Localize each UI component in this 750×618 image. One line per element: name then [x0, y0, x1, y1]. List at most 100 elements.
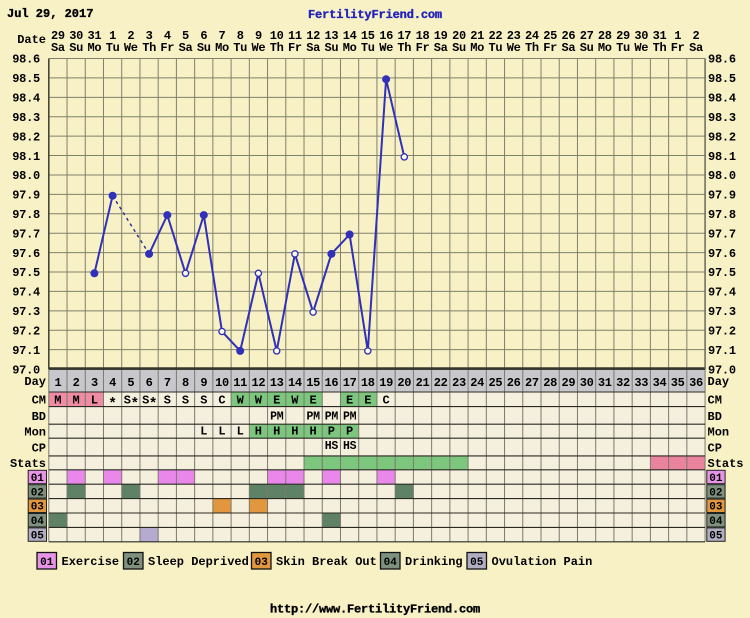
svg-text:29: 29 — [561, 376, 575, 390]
svg-text:1: 1 — [54, 376, 61, 390]
svg-text:03: 03 — [709, 502, 723, 514]
svg-text:33: 33 — [634, 376, 648, 390]
svg-text:E: E — [273, 394, 280, 408]
svg-text:P: P — [328, 425, 335, 439]
svg-text:11: 11 — [288, 29, 302, 43]
svg-text:25: 25 — [488, 376, 502, 390]
svg-text:1: 1 — [674, 29, 681, 43]
svg-text:Sleep Deprived: Sleep Deprived — [148, 555, 249, 569]
svg-text:Exercise: Exercise — [62, 555, 120, 569]
svg-text:97.5: 97.5 — [708, 266, 736, 280]
svg-text:4: 4 — [109, 376, 116, 390]
svg-text:98.4: 98.4 — [708, 92, 736, 106]
svg-text:Fr: Fr — [671, 41, 685, 55]
svg-text:97.2: 97.2 — [12, 324, 40, 338]
svg-text:W: W — [291, 394, 299, 408]
svg-text:Day: Day — [24, 375, 46, 389]
svg-text:98.2: 98.2 — [12, 130, 40, 144]
svg-text:PM: PM — [306, 411, 320, 424]
svg-text:We: We — [379, 41, 393, 55]
svg-text:2: 2 — [127, 29, 134, 43]
svg-text:04: 04 — [709, 516, 723, 528]
svg-text:Stats: Stats — [708, 457, 744, 471]
svg-text:H: H — [291, 425, 298, 439]
svg-text:27: 27 — [525, 376, 539, 390]
svg-text:22: 22 — [434, 376, 448, 390]
svg-text:Sa: Sa — [179, 41, 193, 55]
svg-text:26: 26 — [561, 29, 575, 43]
svg-text:01: 01 — [40, 557, 54, 569]
svg-text:*: * — [149, 397, 158, 413]
svg-text:03: 03 — [255, 557, 269, 569]
svg-text:L: L — [237, 425, 244, 439]
svg-text:W: W — [237, 394, 245, 408]
svg-text:31: 31 — [653, 29, 667, 43]
svg-text:97.8: 97.8 — [12, 208, 40, 222]
svg-text:We: We — [124, 41, 138, 55]
svg-text:PM: PM — [325, 411, 339, 424]
svg-text:30: 30 — [580, 376, 594, 390]
svg-text:Tu: Tu — [616, 41, 630, 55]
svg-text:Tu: Tu — [361, 41, 375, 55]
svg-text:Ovulation Pain: Ovulation Pain — [492, 555, 593, 569]
svg-text:5: 5 — [182, 29, 189, 43]
svg-text:Fr: Fr — [416, 41, 430, 55]
svg-text:34: 34 — [653, 376, 667, 390]
svg-text:97.1: 97.1 — [12, 344, 40, 358]
svg-text:9: 9 — [200, 376, 207, 390]
svg-text:21: 21 — [470, 29, 484, 43]
svg-text:Tu: Tu — [488, 41, 502, 55]
svg-text:04: 04 — [384, 557, 398, 569]
svg-text:7: 7 — [164, 376, 171, 390]
svg-text:10: 10 — [215, 376, 229, 390]
svg-text:Tu: Tu — [106, 41, 120, 55]
svg-text:35: 35 — [671, 376, 685, 390]
svg-text:14: 14 — [288, 376, 302, 390]
svg-text:BD: BD — [708, 410, 722, 424]
svg-text:98.0: 98.0 — [708, 169, 736, 183]
svg-text:Mo: Mo — [343, 41, 357, 55]
svg-text:26: 26 — [507, 376, 521, 390]
svg-text:98.6: 98.6 — [12, 53, 40, 67]
svg-text:CM: CM — [32, 394, 46, 408]
svg-text:Mon: Mon — [24, 426, 46, 440]
svg-text:29: 29 — [616, 29, 630, 43]
svg-text:http://www.FertilityFriend.com: http://www.FertilityFriend.com — [270, 603, 480, 617]
svg-text:05: 05 — [31, 531, 45, 543]
svg-text:S: S — [142, 393, 149, 407]
svg-text:12: 12 — [306, 29, 320, 43]
svg-text:Sa: Sa — [306, 41, 320, 55]
svg-text:We: We — [251, 41, 265, 55]
svg-text:28: 28 — [598, 29, 612, 43]
svg-text:Jul 29, 2017: Jul 29, 2017 — [7, 7, 93, 21]
svg-text:Th: Th — [270, 41, 284, 55]
svg-text:E: E — [309, 394, 316, 408]
svg-text:02: 02 — [127, 557, 140, 569]
svg-text:Tu: Tu — [233, 41, 247, 55]
svg-text:02: 02 — [709, 487, 722, 499]
svg-text:19: 19 — [379, 376, 393, 390]
svg-text:Sa: Sa — [689, 41, 703, 55]
svg-text:01: 01 — [31, 473, 45, 485]
svg-text:Th: Th — [653, 41, 667, 55]
svg-text:L: L — [200, 425, 207, 439]
svg-text:97.6: 97.6 — [708, 247, 736, 261]
svg-text:17: 17 — [343, 376, 357, 390]
svg-text:98.3: 98.3 — [12, 111, 40, 125]
svg-text:27: 27 — [580, 29, 594, 43]
svg-text:M: M — [72, 394, 79, 408]
svg-text:Skin Break Out: Skin Break Out — [276, 555, 377, 569]
svg-text:PM: PM — [343, 411, 357, 424]
svg-text:11: 11 — [233, 376, 247, 390]
svg-text:2: 2 — [73, 376, 80, 390]
svg-text:98.6: 98.6 — [708, 53, 736, 67]
svg-text:Sa: Sa — [561, 41, 575, 55]
svg-text:98.0: 98.0 — [12, 169, 40, 183]
svg-text:16: 16 — [324, 376, 338, 390]
svg-text:18: 18 — [361, 376, 375, 390]
svg-text:3: 3 — [91, 376, 98, 390]
svg-text:Fr: Fr — [543, 41, 557, 55]
svg-text:18: 18 — [416, 29, 430, 43]
svg-text:97.9: 97.9 — [708, 189, 736, 203]
svg-text:97.4: 97.4 — [12, 286, 40, 300]
